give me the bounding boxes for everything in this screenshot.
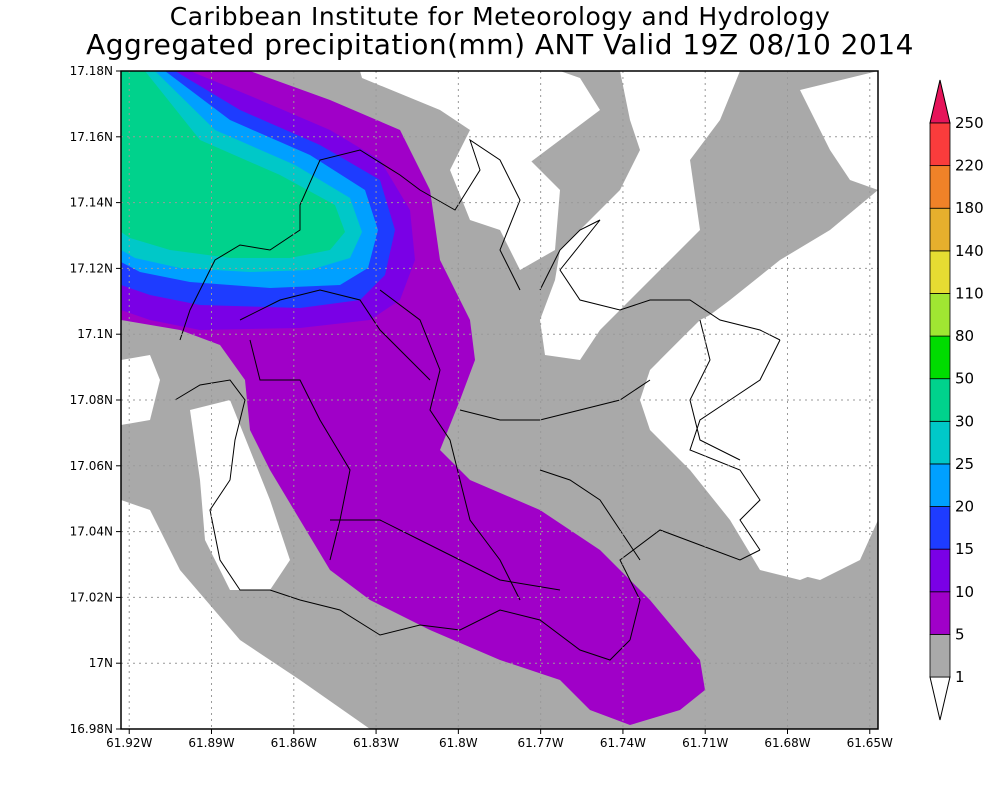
lat-tick-label: 17.18N xyxy=(70,64,113,78)
lon-tick-label: 61.86W xyxy=(271,736,317,750)
colorbar-swatch xyxy=(929,250,951,294)
coastline-northwest xyxy=(179,138,521,341)
field-dry-far-east xyxy=(800,71,878,190)
boundary-inner-2 xyxy=(379,289,521,601)
field-30-50mm xyxy=(121,71,345,258)
field-dry-ne xyxy=(540,71,740,360)
colorbar-swatch xyxy=(929,165,951,209)
colorbar-swatch xyxy=(929,463,951,507)
boundary-inner-6 xyxy=(239,289,431,381)
colorbar-top-triangle xyxy=(929,79,951,124)
colorbar-bottom-triangle xyxy=(929,676,951,721)
colorbar-level-label: 180 xyxy=(955,199,984,217)
lat-tick-label: 17.14N xyxy=(70,196,113,210)
coastline-west xyxy=(174,379,301,601)
boundary-inner-5 xyxy=(539,469,641,561)
lon-tick-label: 61.74W xyxy=(600,736,646,750)
colorbar-swatch xyxy=(929,207,951,252)
colorbar-swatch xyxy=(929,335,951,380)
colorbar-level-label: 20 xyxy=(955,498,974,516)
longitude-axis: 61.92W 61.89W 61.86W 61.83W 61.8W 61.77W 61.74… xyxy=(106,729,893,750)
coastline-southeast xyxy=(619,529,761,641)
colorbar-level-label: 25 xyxy=(955,455,974,473)
boundary-inner-7 xyxy=(689,319,741,461)
precipitation-fields xyxy=(121,71,878,729)
colorbar-swatch xyxy=(929,122,951,167)
colorbar-swatch xyxy=(929,420,951,465)
colorbar-swatch xyxy=(929,548,951,593)
map-title-line-2: Aggregated precipitation(mm) ANT Valid 1… xyxy=(86,28,914,61)
coastline-northeast xyxy=(539,219,781,341)
boundary-inner-4 xyxy=(330,519,561,591)
colorbar-level-label: 30 xyxy=(955,412,974,430)
lat-tick-label: 17.1N xyxy=(77,327,113,341)
lon-tick-label: 61.83W xyxy=(353,736,399,750)
lat-tick-label: 16.98N xyxy=(70,722,113,736)
lat-tick-label: 17.06N xyxy=(70,459,113,473)
colorbar-level-label: 80 xyxy=(955,327,974,345)
lon-tick-label: 61.77W xyxy=(518,736,564,750)
colorbar-level-label: 110 xyxy=(955,284,984,302)
colorbar-swatch xyxy=(929,591,951,635)
colorbar-level-label: 10 xyxy=(955,583,974,601)
lat-tick-label: 17.04N xyxy=(70,525,113,539)
lat-tick-label: 17.02N xyxy=(70,590,113,604)
colorbar-level-label: 50 xyxy=(955,370,974,388)
grid-lines xyxy=(121,71,878,729)
lat-tick-label: 17N xyxy=(89,656,113,670)
lat-tick-label: 17.12N xyxy=(70,261,113,275)
lon-tick-label: 61.89W xyxy=(188,736,234,750)
colorbar-swatch xyxy=(929,506,951,550)
field-dry-east xyxy=(640,260,878,580)
field-dry-west xyxy=(121,355,160,425)
colorbar-swatch xyxy=(929,293,951,337)
coastline-east xyxy=(689,339,781,551)
latitude-axis: 17.18N 17.16N 17.14N 17.12N 17.1N 17.08N 17.06… xyxy=(70,64,121,736)
colorbar-level-label: 140 xyxy=(955,242,984,260)
lon-tick-label: 61.65W xyxy=(847,736,893,750)
colorbar-swatch xyxy=(929,633,951,678)
lat-tick-label: 17.16N xyxy=(70,130,113,144)
field-dry-north xyxy=(450,130,560,270)
colorbar-level-label: 5 xyxy=(955,625,965,643)
colorbar-level-label: 220 xyxy=(955,157,984,175)
boundary-inner-3 xyxy=(459,379,651,421)
colorbar-level-label: 15 xyxy=(955,540,974,558)
lon-tick-label: 61.71W xyxy=(682,736,728,750)
lon-tick-label: 61.68W xyxy=(764,736,810,750)
colorbar-level-label: 1 xyxy=(955,668,965,686)
lat-tick-label: 17.08N xyxy=(70,393,113,407)
colorbar-swatch xyxy=(929,378,951,422)
lon-tick-label: 61.92W xyxy=(106,736,152,750)
field-dry-southwest xyxy=(190,400,290,590)
map-title-line-1: Caribbean Institute for Meteorology and … xyxy=(169,2,831,31)
boundary-lines xyxy=(174,138,781,661)
lon-tick-label: 61.8W xyxy=(439,736,478,750)
coastline-south xyxy=(299,599,631,661)
colorbar-level-label: 250 xyxy=(955,114,984,132)
